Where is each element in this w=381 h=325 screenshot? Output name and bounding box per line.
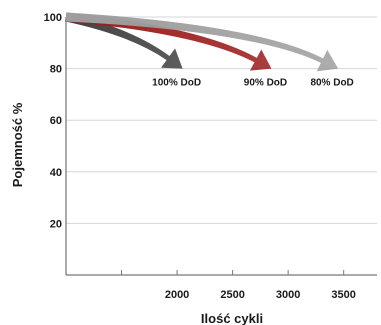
x-tick-label: 3500 [331, 289, 355, 301]
y-tick-labels: 20 40 60 80 100 [44, 12, 62, 230]
x-axis-label: Ilość cykli [201, 311, 263, 325]
y-tick-label: 80 [50, 64, 62, 76]
y-tick-label: 60 [50, 115, 62, 127]
series-label: 90% DoD [244, 78, 287, 89]
y-axis-label: Pojemność % [10, 102, 25, 187]
x-tick-label: 2000 [165, 289, 189, 301]
y-tick-label: 40 [50, 167, 62, 179]
x-tick-labels: 2000 2500 3000 3500 [165, 289, 356, 301]
series-arrow-80-dod [65, 12, 339, 72]
x-tick-label: 3000 [276, 289, 300, 301]
y-tick-label: 100 [44, 12, 62, 24]
y-tick-label: 20 [50, 218, 62, 230]
x-tick-label: 2500 [220, 289, 244, 301]
series-label: 80% DoD [310, 78, 353, 89]
series-group [64, 12, 339, 72]
series-label: 100% DoD [152, 78, 201, 89]
series-arrow-100-dod [64, 12, 183, 69]
axes [65, 17, 377, 276]
series-labels: 100% DoD 90% DoD 80% DoD [152, 78, 354, 89]
